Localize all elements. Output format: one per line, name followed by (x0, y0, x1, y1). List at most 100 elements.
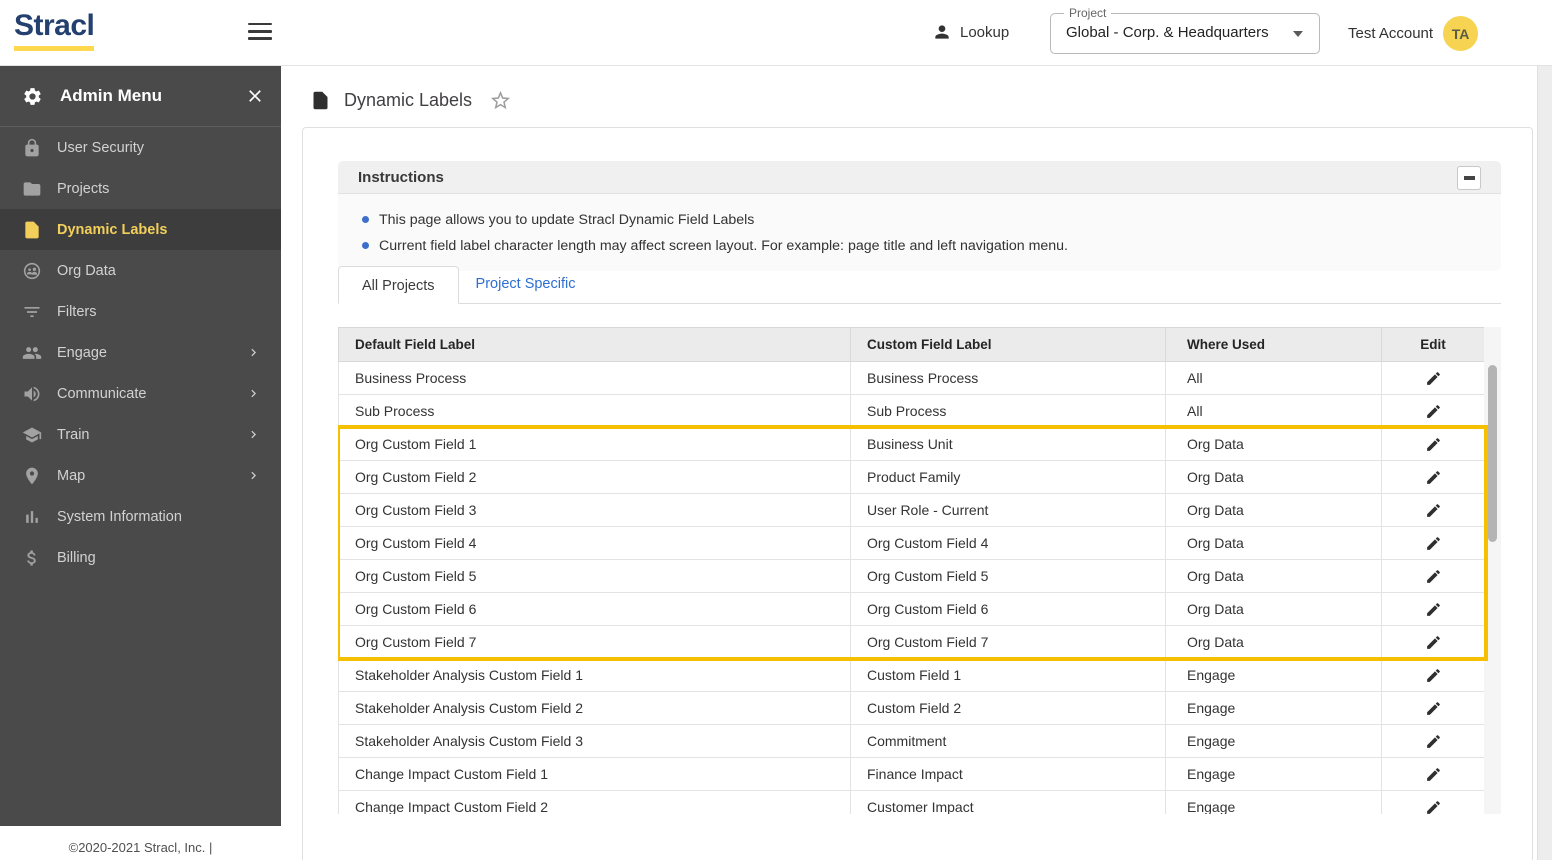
table-row: Org Custom Field 5 Org Custom Field 5 Or… (338, 559, 1485, 593)
edit-cell (1381, 724, 1485, 758)
edit-pencil-icon[interactable] (1425, 799, 1442, 814)
sidebar-item[interactable]: Filters (0, 291, 281, 332)
copyright-footer: ©2020-2021 Stracl, Inc. | (0, 826, 281, 860)
table-scrollbar-thumb[interactable] (1488, 365, 1497, 542)
table-row: Business Process Business Process All (338, 361, 1485, 395)
tab[interactable]: Project Specific (475, 276, 576, 292)
default-field-label-cell: Change Impact Custom Field 1 (338, 757, 851, 791)
sidebar-title: Admin Menu (60, 86, 162, 105)
instruction-bullet: This page allows you to update Stracl Dy… (362, 210, 1481, 230)
lookup-button[interactable]: Lookup (932, 22, 1009, 42)
table-row: Org Custom Field 1 Business Unit Org Dat… (338, 427, 1485, 461)
lookup-label: Lookup (960, 23, 1010, 41)
page-scrollbar-track[interactable] (1537, 66, 1552, 860)
sidebar-item[interactable]: User Security (0, 127, 281, 168)
sidebar-item-label: Projects (57, 180, 110, 197)
where-used-cell: Org Data (1165, 526, 1382, 560)
sidebar-item-label: System Information (57, 508, 182, 525)
sidebar-item-label: Dynamic Labels (57, 221, 168, 238)
custom-field-label-cell: Custom Field 2 (850, 691, 1166, 725)
default-field-label-cell: Stakeholder Analysis Custom Field 1 (338, 658, 851, 692)
where-used-cell: Engage (1165, 724, 1382, 758)
sidebar-item[interactable]: Map (0, 455, 281, 496)
where-used-cell: Org Data (1165, 493, 1382, 527)
table-row: Org Custom Field 4 Org Custom Field 4 Or… (338, 526, 1485, 560)
chevron-right-icon (246, 468, 261, 483)
edit-pencil-icon[interactable] (1425, 535, 1442, 552)
column-default-field-label: Default Field Label (338, 327, 851, 362)
edit-pencil-icon[interactable] (1425, 436, 1442, 453)
table-row: Stakeholder Analysis Custom Field 2 Cust… (338, 691, 1485, 725)
avatar[interactable]: TA (1443, 16, 1478, 51)
favorite-star-icon[interactable] (489, 89, 512, 112)
main-content: Dynamic Labels Instructions This page al… (281, 66, 1552, 860)
project-select-label: Project (1064, 6, 1112, 20)
sidebar-item-label: Communicate (57, 385, 147, 402)
sidebar-item[interactable]: Train (0, 414, 281, 455)
bullet-dot-icon (362, 242, 369, 249)
sidebar-item[interactable]: Communicate (0, 373, 281, 414)
default-field-label-cell: Stakeholder Analysis Custom Field 2 (338, 691, 851, 725)
edit-pencil-icon[interactable] (1425, 568, 1442, 585)
table-row: Org Custom Field 3 User Role - Current O… (338, 493, 1485, 527)
tab[interactable]: All Projects (338, 266, 459, 304)
instructions-title: Instructions (358, 168, 444, 186)
page-header: Dynamic Labels (310, 89, 512, 112)
edit-pencil-icon[interactable] (1425, 403, 1442, 420)
close-icon[interactable] (245, 86, 265, 106)
hamburger-menu-icon[interactable] (248, 23, 272, 41)
project-select[interactable]: Project Global - Corp. & Headquarters (1050, 6, 1320, 54)
labels-table-container: Default Field Label Custom Field Label W… (338, 327, 1501, 814)
column-custom-field-label: Custom Field Label (850, 327, 1166, 362)
edit-cell (1381, 790, 1485, 814)
sidebar-item-label: Train (57, 426, 90, 443)
custom-field-label-cell: Custom Field 1 (850, 658, 1166, 692)
custom-field-label-cell: Org Custom Field 6 (850, 592, 1166, 626)
where-used-cell: Engage (1165, 757, 1382, 791)
labels-table: Default Field Label Custom Field Label W… (338, 327, 1485, 814)
instruction-text: Current field label character length may… (379, 238, 1069, 254)
table-body: Business Process Business Process All Su… (338, 361, 1485, 814)
sidebar-item-icon (22, 384, 42, 404)
stracl-logo[interactable]: Stracl (14, 9, 95, 51)
edit-pencil-icon[interactable] (1425, 601, 1442, 618)
table-row: Change Impact Custom Field 1 Finance Imp… (338, 757, 1485, 791)
collapse-button[interactable] (1457, 166, 1481, 190)
table-header-row: Default Field Label Custom Field Label W… (338, 327, 1485, 362)
table-row: Org Custom Field 7 Org Custom Field 7 Or… (338, 625, 1485, 659)
sidebar-item[interactable]: System Information (0, 496, 281, 537)
edit-pencil-icon[interactable] (1425, 700, 1442, 717)
edit-pencil-icon[interactable] (1425, 634, 1442, 651)
edit-pencil-icon[interactable] (1425, 469, 1442, 486)
default-field-label-cell: Sub Process (338, 394, 851, 428)
edit-pencil-icon[interactable] (1425, 502, 1442, 519)
dropdown-caret-icon (1293, 31, 1303, 37)
sidebar-item-label: Engage (57, 344, 107, 361)
default-field-label-cell: Org Custom Field 6 (338, 592, 851, 626)
sidebar-item[interactable]: Projects (0, 168, 281, 209)
table-row: Org Custom Field 2 Product Family Org Da… (338, 460, 1485, 494)
top-bar: Stracl Lookup Project Global - Corp. & H… (0, 0, 1552, 66)
sidebar-item[interactable]: Engage (0, 332, 281, 373)
table-row: Sub Process Sub Process All (338, 394, 1485, 428)
page-icon (310, 90, 331, 111)
sidebar-item[interactable]: Billing (0, 537, 281, 578)
sidebar-header: Admin Menu (0, 66, 281, 127)
edit-cell (1381, 691, 1485, 725)
sidebar-item-icon (22, 138, 42, 158)
sidebar-item-icon (22, 261, 42, 281)
sidebar-item-label: Billing (57, 549, 96, 566)
edit-pencil-icon[interactable] (1425, 733, 1442, 750)
edit-cell (1381, 625, 1485, 659)
edit-pencil-icon[interactable] (1425, 370, 1442, 387)
sidebar-item[interactable]: Org Data (0, 250, 281, 291)
sidebar-item-label: Filters (57, 303, 97, 320)
custom-field-label-cell: Business Process (850, 361, 1166, 395)
sidebar-item[interactable]: Dynamic Labels (0, 209, 281, 250)
sidebar-item-icon (22, 220, 42, 240)
edit-pencil-icon[interactable] (1425, 766, 1442, 783)
edit-pencil-icon[interactable] (1425, 667, 1442, 684)
bullet-dot-icon (362, 216, 369, 223)
instructions-body: This page allows you to update Stracl Dy… (338, 194, 1501, 271)
default-field-label-cell: Change Impact Custom Field 2 (338, 790, 851, 814)
